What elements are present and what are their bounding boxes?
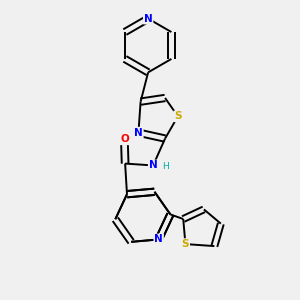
Text: N: N [134,128,143,138]
Text: N: N [149,160,158,170]
Text: N: N [154,234,163,244]
Text: S: S [182,239,189,249]
Text: H: H [162,162,168,171]
Text: O: O [120,134,129,144]
Text: N: N [144,14,152,24]
Text: S: S [174,111,182,121]
